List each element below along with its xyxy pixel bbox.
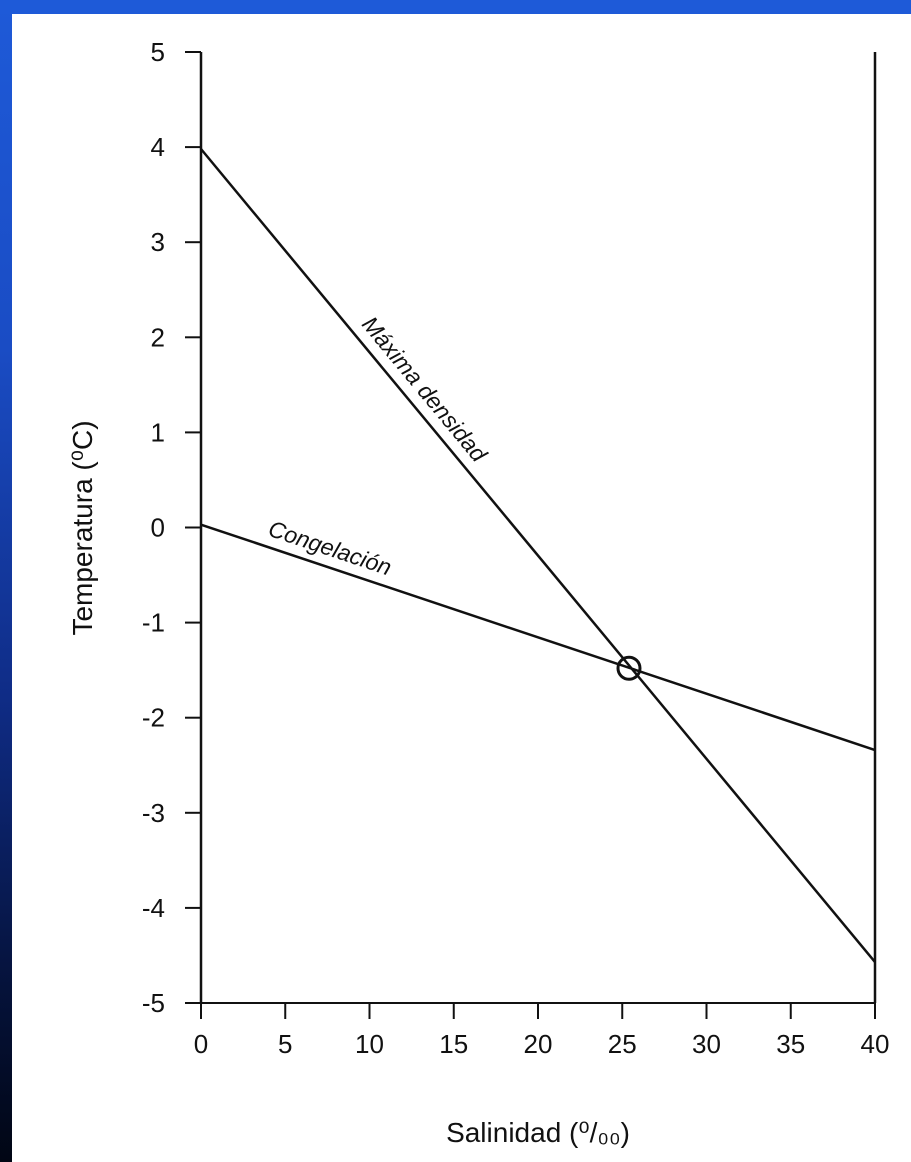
x-tick-label: 0 [194, 1029, 208, 1059]
y-tick-label: 2 [151, 322, 165, 352]
series-line-congelacion [200, 523, 876, 752]
series-line-maxima-densidad [200, 148, 876, 963]
x-ticks: 0 5 10 15 20 25 30 35 40 [194, 1003, 890, 1059]
chart-panel [12, 14, 911, 1162]
y-tick-label: 0 [151, 513, 165, 543]
x-tick-label: 5 [278, 1029, 292, 1059]
y-tick-label: -2 [142, 703, 165, 733]
x-tick-label: 20 [524, 1029, 553, 1059]
intersection-circle-marker [616, 655, 642, 681]
y-axis-title: Temperatura (⁰C) [67, 420, 98, 635]
y-ticks: 5 4 3 2 1 0 -1 -2 -3 -4 -5 [142, 37, 201, 1018]
y-tick-label: 5 [151, 37, 165, 67]
annotations [616, 655, 642, 681]
series-labels: Máxima densidad Congelación [265, 311, 493, 580]
y-tick-label: 3 [151, 227, 165, 257]
x-tick-label: 15 [439, 1029, 468, 1059]
x-tick-label: 25 [608, 1029, 637, 1059]
series-label-maxima-densidad: Máxima densidad [357, 311, 493, 467]
x-tick-label: 10 [355, 1029, 384, 1059]
x-tick-label: 30 [692, 1029, 721, 1059]
y-tick-label: -3 [142, 798, 165, 828]
series-lines [200, 148, 876, 963]
y-tick-label: -5 [142, 988, 165, 1018]
x-tick-label: 40 [861, 1029, 890, 1059]
y-tick-label: 1 [151, 417, 165, 447]
y-tick-label: 4 [151, 132, 165, 162]
x-axis-title: Salinidad (⁰/₀₀) [446, 1117, 630, 1148]
series-label-congelacion: Congelación [265, 515, 395, 580]
slide-top-bar [0, 0, 911, 14]
x-tick-label: 35 [776, 1029, 805, 1059]
y-tick-label: -1 [142, 608, 165, 638]
y-tick-label: -4 [142, 893, 165, 923]
